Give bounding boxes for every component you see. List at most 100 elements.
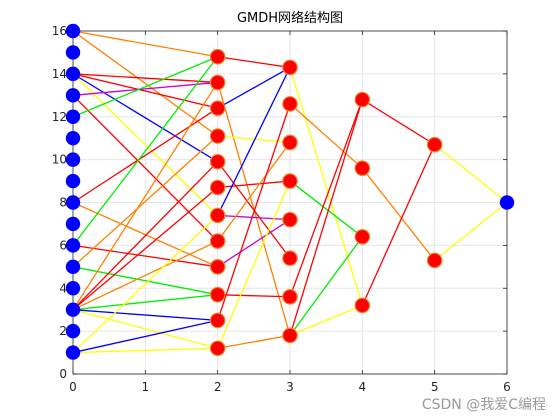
edge-line — [72, 240, 218, 311]
edge-line — [217, 180, 291, 349]
node-layer3 — [354, 160, 371, 176]
node-layer2 — [282, 134, 298, 151]
node-layer1 — [209, 340, 226, 357]
edge-line — [217, 219, 291, 268]
node-layer2 — [282, 59, 298, 76]
edge-line — [72, 73, 218, 109]
edge-line — [217, 142, 291, 242]
edge-line — [72, 73, 219, 163]
x-tick-label: 2 — [214, 380, 222, 394]
edge-line — [72, 244, 218, 268]
edge-line — [72, 107, 219, 204]
edge-line — [217, 161, 291, 259]
node-layer0 — [65, 45, 81, 60]
y-tick-label: 14 — [52, 67, 67, 81]
node-layer4 — [426, 252, 443, 269]
node-layer2 — [282, 211, 298, 228]
node-layer1 — [209, 48, 226, 65]
node-layer0 — [65, 259, 81, 275]
edge-line — [72, 294, 218, 311]
node-layer0 — [65, 302, 81, 317]
edge-line — [217, 334, 291, 349]
node-layer2 — [282, 250, 298, 267]
edge-line — [217, 103, 291, 321]
node-layer2 — [282, 327, 298, 344]
edge-line — [72, 30, 219, 137]
node-layer3 — [354, 229, 371, 245]
y-tick-label: 10 — [52, 153, 67, 167]
y-tick-label: 16 — [52, 24, 67, 38]
edges-layer — [72, 30, 508, 354]
y-tick-label: 4 — [59, 281, 67, 295]
edge-line — [72, 81, 218, 96]
node-layer0 — [65, 238, 81, 253]
x-tick-label: 3 — [286, 380, 294, 394]
y-tick-label: 8 — [59, 196, 67, 210]
node-layer1 — [209, 128, 226, 144]
edge-line — [434, 144, 508, 204]
edge-line — [289, 180, 363, 238]
y-tick-label: 0 — [59, 367, 67, 381]
edge-line — [72, 309, 218, 349]
node-layer0 — [65, 173, 81, 189]
edge-line — [72, 82, 219, 311]
edge-line — [72, 309, 218, 322]
nodes-layer — [65, 23, 515, 360]
edge-line — [72, 56, 218, 118]
node-layer2 — [282, 96, 298, 112]
node-layer0 — [65, 130, 81, 146]
edge-line — [72, 94, 219, 242]
x-tick-label: 0 — [69, 380, 77, 394]
node-layer0 — [65, 66, 81, 82]
edge-line — [289, 236, 363, 336]
edge-line — [289, 67, 363, 306]
node-layer0 — [65, 152, 81, 167]
node-layer1 — [209, 100, 226, 116]
x-tick-label: 1 — [142, 380, 150, 394]
node-layer4 — [426, 136, 443, 153]
node-layer1 — [209, 312, 226, 329]
y-tick-label: 12 — [52, 110, 67, 124]
chart-title: GMDH网络结构图 — [237, 10, 343, 26]
node-layer1 — [209, 179, 226, 196]
edge-line — [289, 103, 363, 169]
node-layer2 — [282, 289, 298, 305]
edge-line — [289, 99, 363, 298]
node-layer0 — [65, 88, 81, 103]
node-layer1 — [209, 74, 226, 91]
x-tick-label: 5 — [431, 380, 439, 394]
node-layer1 — [209, 286, 226, 303]
node-layer1 — [209, 259, 226, 275]
edge-line — [217, 180, 291, 189]
node-layer1 — [209, 233, 226, 249]
edge-line — [72, 73, 219, 216]
node-layer3 — [354, 297, 371, 314]
edge-line — [72, 135, 219, 268]
node-layer0 — [65, 216, 81, 232]
node-layer1 — [209, 207, 226, 224]
edge-line — [434, 201, 508, 261]
edge-line — [289, 99, 363, 336]
edge-line — [361, 167, 436, 261]
edge-line — [361, 144, 436, 306]
y-tick-label: 6 — [59, 238, 67, 252]
node-layer0 — [65, 109, 81, 124]
edge-line — [72, 347, 218, 354]
node-layer0 — [65, 345, 81, 360]
node-layer0 — [65, 323, 81, 339]
y-tick-label: 2 — [59, 324, 67, 338]
node-layer0 — [65, 23, 81, 39]
edge-line — [72, 214, 219, 354]
edge-line — [217, 56, 291, 69]
edge-line — [72, 30, 218, 58]
x-tick-label: 4 — [359, 380, 367, 394]
edge-line — [217, 66, 291, 109]
edge-line — [72, 161, 219, 311]
node-layer0 — [65, 281, 81, 296]
node-layer1 — [209, 153, 226, 170]
edge-line — [289, 304, 363, 337]
edge-line — [72, 319, 218, 354]
node-layer3 — [354, 91, 371, 108]
